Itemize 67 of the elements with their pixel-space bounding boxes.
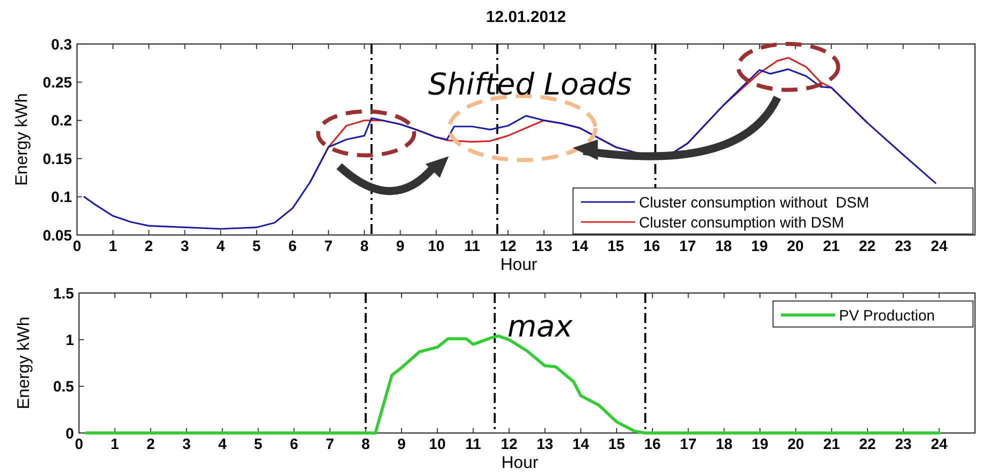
x-tick-label: 7 <box>324 238 333 255</box>
x-tick-label: 5 <box>254 436 262 453</box>
y-tick-label: 0.1 <box>51 189 72 206</box>
x-tick-label: 20 <box>787 436 804 453</box>
x-tick-label: 12 <box>500 436 518 453</box>
x-tick-label: 14 <box>572 238 589 255</box>
y-tick-label: 0.05 <box>42 227 72 244</box>
x-tick-label: 24 <box>930 238 948 255</box>
x-tick-label: 6 <box>288 238 297 255</box>
x-tick-label: 24 <box>930 436 948 453</box>
x-axis-title: Hour <box>501 453 539 472</box>
x-tick-label: 4 <box>218 436 228 453</box>
x-tick-label: 13 <box>536 238 552 255</box>
x-tick-label: 18 <box>716 436 732 453</box>
annotation: max <box>507 310 573 344</box>
x-tick-label: 12 <box>500 238 516 255</box>
x-tick-label: 9 <box>397 436 406 453</box>
y-tick-label: 0.3 <box>51 36 72 54</box>
x-tick-label: 8 <box>360 238 369 255</box>
y-tick-label: 1 <box>66 332 74 349</box>
chart-title: 12.01.2012 <box>486 9 566 26</box>
y-tick-label: 1.5 <box>53 285 74 302</box>
x-tick-label: 3 <box>182 436 191 453</box>
x-tick-label: 10 <box>429 436 446 453</box>
x-tick-label: 9 <box>396 238 404 255</box>
legend-label: Cluster consumption with DSM <box>639 214 844 232</box>
x-tick-label: 11 <box>464 238 480 255</box>
x-tick-label: 22 <box>859 436 876 453</box>
x-tick-label: 1 <box>108 238 118 255</box>
x-tick-label: 19 <box>752 436 768 453</box>
x-tick-label: 21 <box>823 436 840 453</box>
y-axis-title: Energy kWh <box>12 93 31 186</box>
x-tick-label: 20 <box>787 238 804 255</box>
x-tick-label: 16 <box>643 238 660 255</box>
legend-label: Cluster consumption without DSM <box>639 194 870 212</box>
x-tick-label: 18 <box>715 238 732 255</box>
y-tick-label: 0.2 <box>51 112 72 130</box>
x-tick-label: 4 <box>216 238 226 255</box>
x-tick-label: 10 <box>428 238 445 255</box>
y-tick-label: 0.5 <box>53 378 74 396</box>
x-tick-label: 23 <box>894 238 912 255</box>
x-tick-label: 7 <box>326 436 334 453</box>
x-tick-label: 22 <box>858 238 876 255</box>
annotation: Shifted Loads <box>428 68 632 102</box>
x-tick-label: 21 <box>822 238 840 255</box>
x-tick-label: 17 <box>680 436 697 453</box>
x-tick-label: 5 <box>252 238 261 255</box>
y-axis-title: Energy kWh <box>14 316 33 410</box>
x-axis-title: Hour <box>500 255 538 274</box>
y-tick-label: 0.25 <box>42 74 72 92</box>
x-tick-label: 15 <box>608 436 625 453</box>
x-tick-label: 2 <box>144 238 154 255</box>
x-tick-label: 17 <box>679 238 696 255</box>
x-tick-label: 13 <box>536 436 554 453</box>
x-tick-label: 11 <box>465 436 482 453</box>
x-tick-label: 19 <box>751 238 768 255</box>
x-tick-label: 8 <box>362 436 370 453</box>
x-tick-label: 16 <box>644 436 661 453</box>
x-tick-label: 6 <box>290 436 298 453</box>
legend-label: PV Production <box>839 307 935 324</box>
x-tick-label: 1 <box>110 436 120 453</box>
x-tick-label: 3 <box>180 238 189 255</box>
x-tick-label: 2 <box>146 436 155 453</box>
x-tick-label: 23 <box>894 436 912 453</box>
x-tick-label: 15 <box>607 238 624 255</box>
y-tick-label: 0.15 <box>42 150 72 168</box>
x-tick-label: 14 <box>572 436 590 453</box>
